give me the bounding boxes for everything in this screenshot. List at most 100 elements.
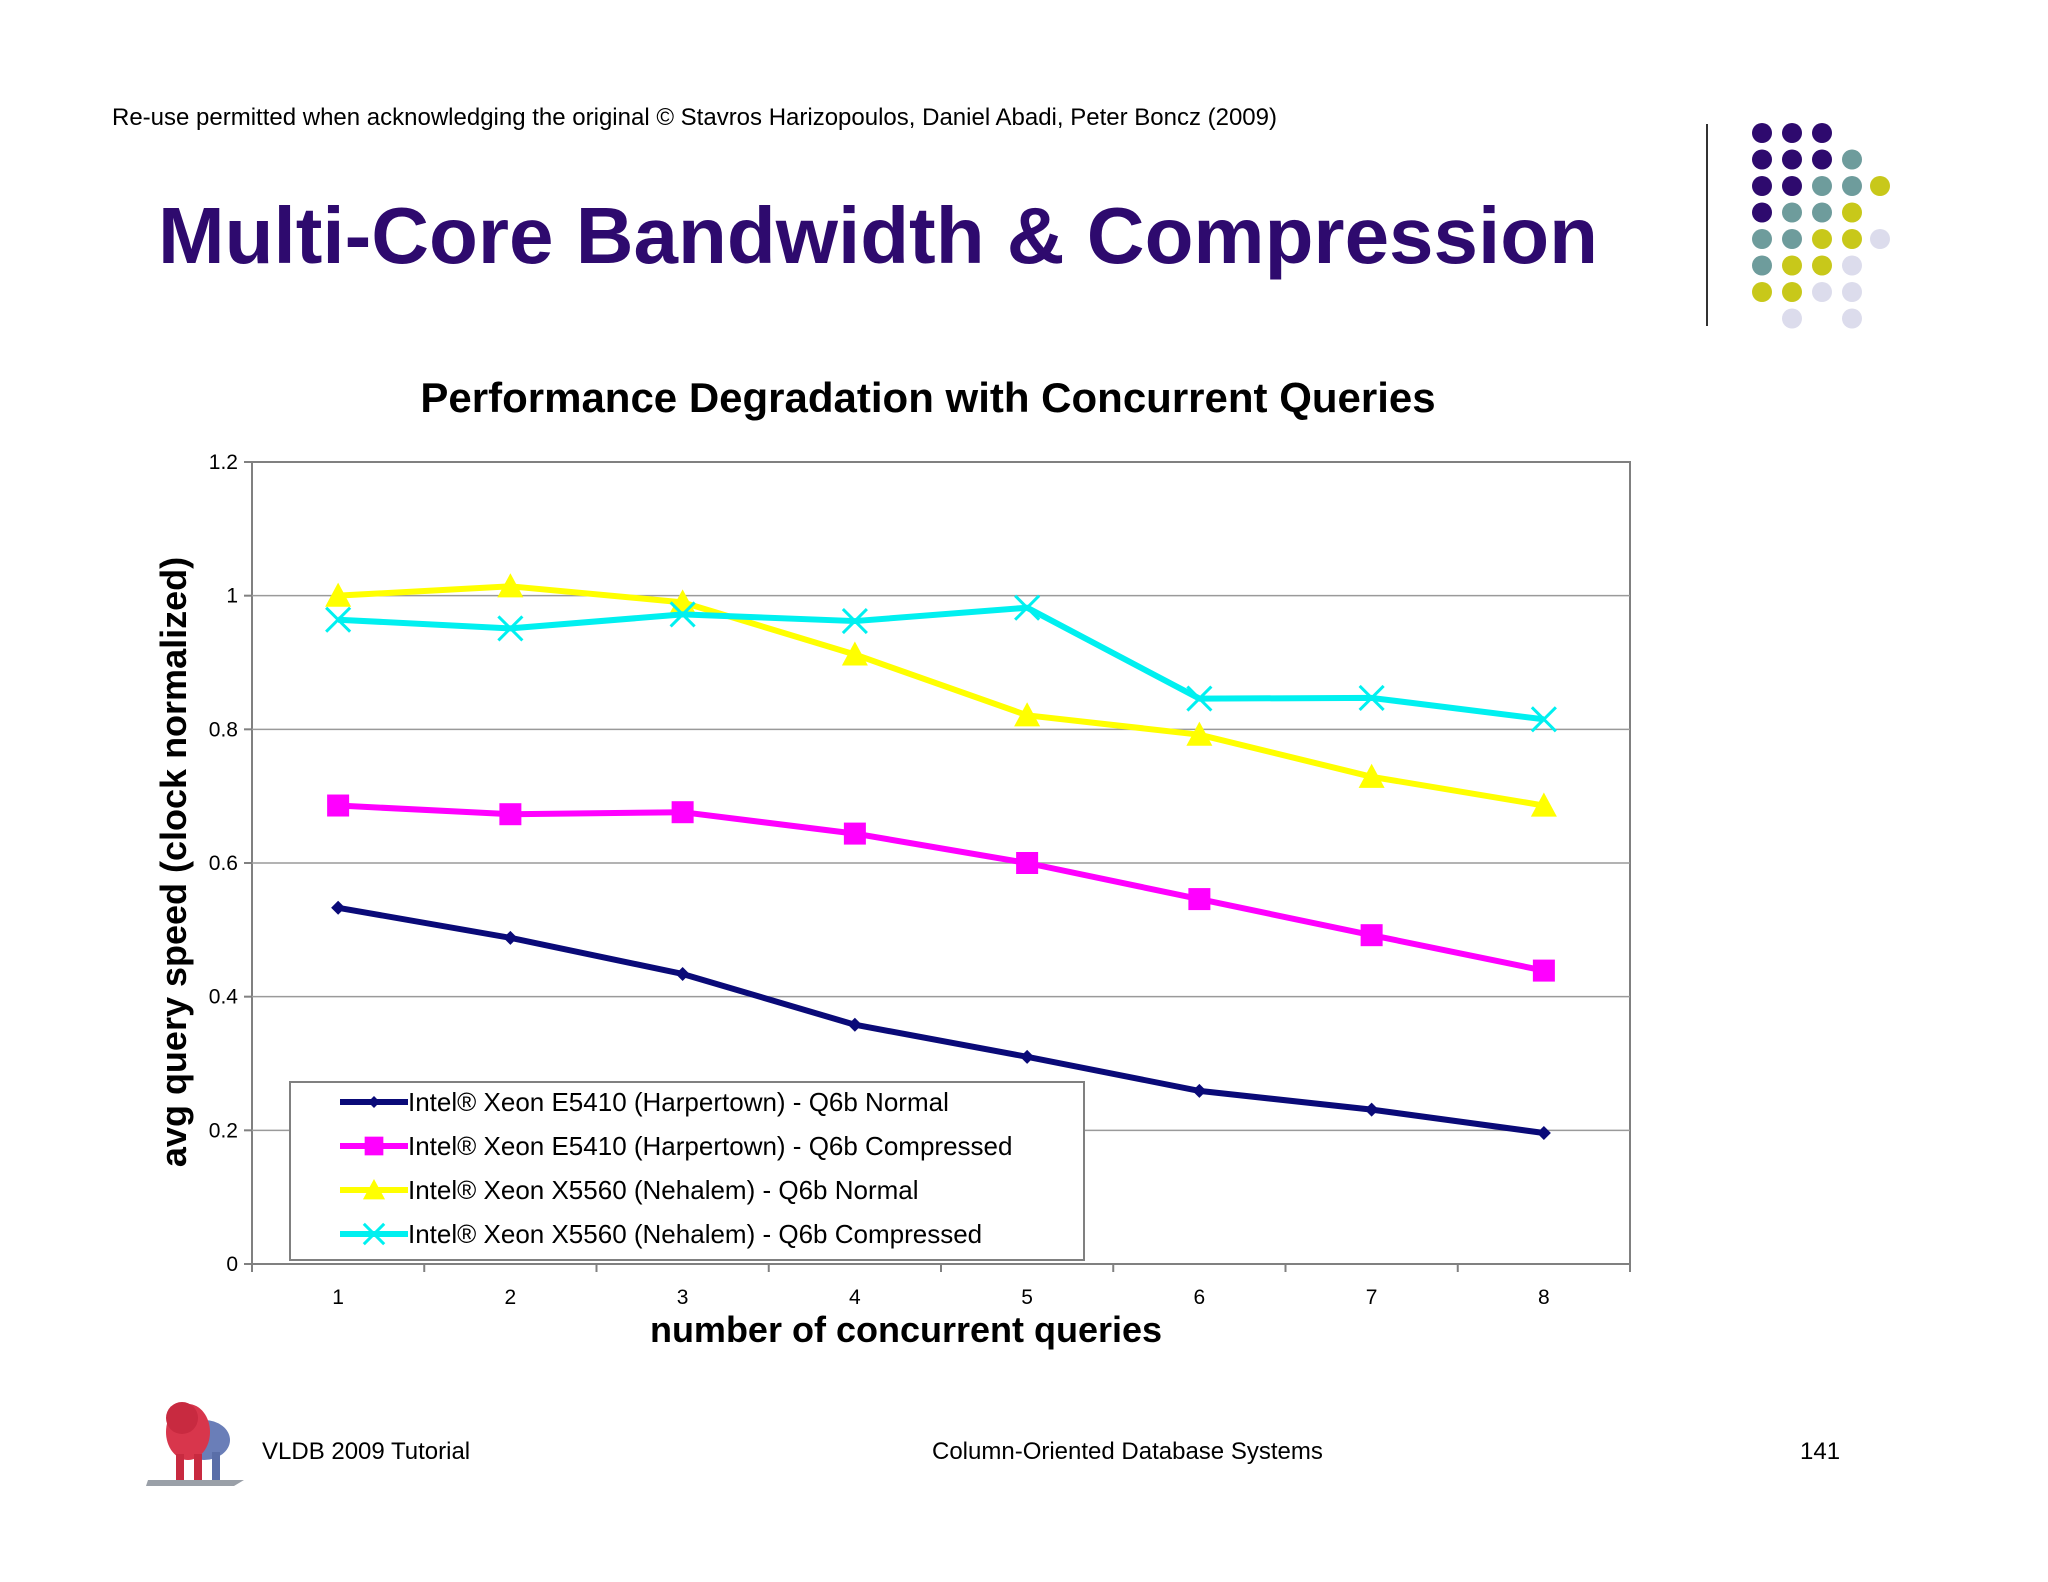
legend-label: Intel® Xeon X5560 (Nehalem) - Q6b Normal xyxy=(408,1175,919,1205)
data-point xyxy=(497,573,524,598)
y-tick-label: 0.6 xyxy=(209,852,238,875)
y-tick-label: 1.2 xyxy=(209,451,238,474)
decorative-dot-grid xyxy=(1752,123,1890,329)
data-point xyxy=(1358,684,1385,711)
legend-entry: Intel® Xeon E5410 (Harpertown) - Q6b Nor… xyxy=(340,1087,949,1117)
x-tick-label: 3 xyxy=(677,1286,689,1309)
slide-title: Multi-Core Bandwidth & Compression xyxy=(158,191,1598,280)
data-point xyxy=(1188,888,1211,911)
lion-logo-icon xyxy=(146,1402,244,1486)
decorative-dot xyxy=(1812,229,1832,249)
series xyxy=(331,900,1551,1141)
x-tick-label: 5 xyxy=(1021,1286,1033,1309)
decorative-dot xyxy=(1842,308,1862,329)
decorative-dot xyxy=(1842,202,1862,223)
data-point xyxy=(841,608,868,635)
data-point xyxy=(669,601,696,628)
decorative-dot xyxy=(1842,149,1862,170)
data-point xyxy=(1530,792,1557,817)
y-tick-label: 0.2 xyxy=(209,1119,238,1142)
legend-label: Intel® Xeon X5560 (Nehalem) - Q6b Compre… xyxy=(408,1219,982,1249)
y-tick-label: 0.4 xyxy=(209,986,239,1009)
data-point xyxy=(1532,959,1555,982)
data-point xyxy=(325,582,352,607)
page-number: 141 xyxy=(1800,1438,1841,1465)
y-axis-label: avg query speed (clock normalized) xyxy=(153,557,194,1167)
decorative-dot xyxy=(1782,255,1802,276)
data-point xyxy=(362,1178,386,1200)
legend-box xyxy=(289,1081,1085,1261)
decorative-dot xyxy=(1812,176,1832,196)
data-point xyxy=(368,1096,380,1108)
decorative-dot xyxy=(1842,255,1862,276)
legend-label: Intel® Xeon E5410 (Harpertown) - Q6b Nor… xyxy=(408,1087,949,1117)
decorative-dot xyxy=(1752,282,1772,302)
data-point xyxy=(1530,706,1557,733)
data-point xyxy=(1360,924,1383,947)
decorative-dot xyxy=(1812,255,1832,276)
x-tick-label: 7 xyxy=(1366,1286,1378,1309)
footer-course: Column-Oriented Database Systems xyxy=(932,1438,1323,1465)
series-line xyxy=(337,583,1545,809)
line-chart: Performance Degradation with Concurrent … xyxy=(153,374,1631,1350)
decorative-dot xyxy=(1812,282,1832,302)
decorative-dot xyxy=(1842,229,1862,249)
decorative-dot xyxy=(1842,176,1862,196)
legend-label: Intel® Xeon E5410 (Harpertown) - Q6b Com… xyxy=(408,1131,1012,1161)
decorative-dot xyxy=(1842,282,1862,302)
data-point xyxy=(843,822,866,845)
data-point xyxy=(331,900,346,915)
data-point xyxy=(327,794,350,817)
decorative-dot xyxy=(1782,308,1802,329)
data-point xyxy=(499,803,522,826)
decorative-dot xyxy=(1870,229,1890,249)
decorative-dot xyxy=(1752,123,1772,143)
legend: Intel® Xeon E5410 (Harpertown) - Q6b Nor… xyxy=(289,1081,1085,1261)
series xyxy=(325,594,1557,733)
x-tick-label: 4 xyxy=(849,1286,861,1309)
data-point xyxy=(1364,1102,1379,1117)
y-tick-label: 0 xyxy=(226,1253,238,1276)
data-point xyxy=(503,930,518,945)
header-note: Re-use permitted when acknowledging the … xyxy=(112,104,1277,131)
y-tick-label: 0.8 xyxy=(209,718,238,741)
y-tick-label: 1 xyxy=(226,585,238,608)
decorative-dot xyxy=(1782,123,1802,143)
x-tick-label: 2 xyxy=(505,1286,517,1309)
series-line xyxy=(337,802,1545,974)
decorative-dot xyxy=(1782,176,1802,196)
data-point xyxy=(847,1017,862,1032)
decorative-dot xyxy=(1752,202,1772,223)
data-point xyxy=(1192,1083,1207,1098)
decorative-dot xyxy=(1870,176,1890,196)
decorative-dot xyxy=(1752,176,1772,196)
data-point xyxy=(1020,1049,1035,1064)
data-point xyxy=(1186,721,1213,746)
decorative-dot xyxy=(1812,202,1832,223)
decorative-dot xyxy=(1782,229,1802,249)
decorative-dot xyxy=(1752,149,1772,170)
decorative-dot xyxy=(1812,149,1832,170)
data-point xyxy=(675,966,690,981)
decorative-dot xyxy=(1752,255,1772,276)
x-tick-label: 1 xyxy=(332,1286,344,1309)
data-point xyxy=(364,1136,384,1156)
x-axis-label: number of concurrent queries xyxy=(650,1309,1162,1350)
legend-entry: Intel® Xeon X5560 (Nehalem) - Q6b Compre… xyxy=(340,1219,982,1249)
decorative-dot xyxy=(1782,202,1802,223)
data-point xyxy=(1016,852,1039,874)
decorative-dot xyxy=(1782,282,1802,302)
data-point xyxy=(1536,1126,1551,1141)
decorative-dot xyxy=(1752,229,1772,249)
data-point xyxy=(671,801,694,824)
data-point xyxy=(1014,594,1041,621)
x-tick-label: 6 xyxy=(1194,1286,1206,1309)
data-point xyxy=(841,641,868,666)
data-point xyxy=(325,606,352,633)
decorative-dot xyxy=(1782,149,1802,170)
legend-entry: Intel® Xeon X5560 (Nehalem) - Q6b Normal xyxy=(340,1175,919,1205)
series-line xyxy=(337,604,1545,723)
legend-entry: Intel® Xeon E5410 (Harpertown) - Q6b Com… xyxy=(340,1131,1012,1161)
series-line xyxy=(337,904,1545,1136)
x-tick-label: 8 xyxy=(1538,1286,1550,1309)
